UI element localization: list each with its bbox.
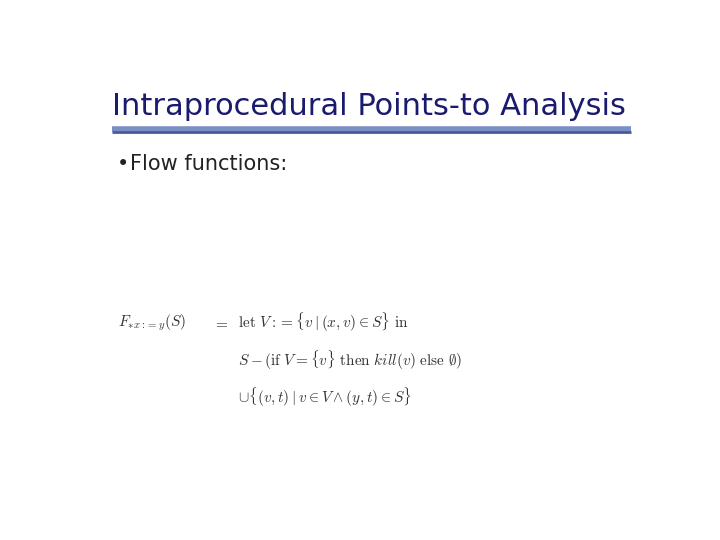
Text: $\mathrm{let}\ V := \{v \mid (x, v) \in S\}\ \mathrm{in}$: $\mathrm{let}\ V := \{v \mid (x, v) \in …	[238, 311, 408, 334]
Text: $S - (\mathrm{if}\ V = \{v\}\ \mathrm{then}\ \mathit{kill}(v)\ \mathrm{else}\ \e: $S - (\mathrm{if}\ V = \{v\}\ \mathrm{th…	[238, 348, 462, 372]
Text: •: •	[117, 154, 129, 174]
Text: Intraprocedural Points-to Analysis: Intraprocedural Points-to Analysis	[112, 92, 626, 121]
Text: Flow functions:: Flow functions:	[130, 154, 287, 174]
Text: $=$: $=$	[213, 315, 229, 330]
Text: $F_{*x:=y}(S)$: $F_{*x:=y}(S)$	[118, 312, 186, 333]
Text: $\cup\{(v, t) \mid v \in V \wedge (y, t) \in S\}$: $\cup\{(v, t) \mid v \in V \wedge (y, t)…	[238, 386, 411, 409]
